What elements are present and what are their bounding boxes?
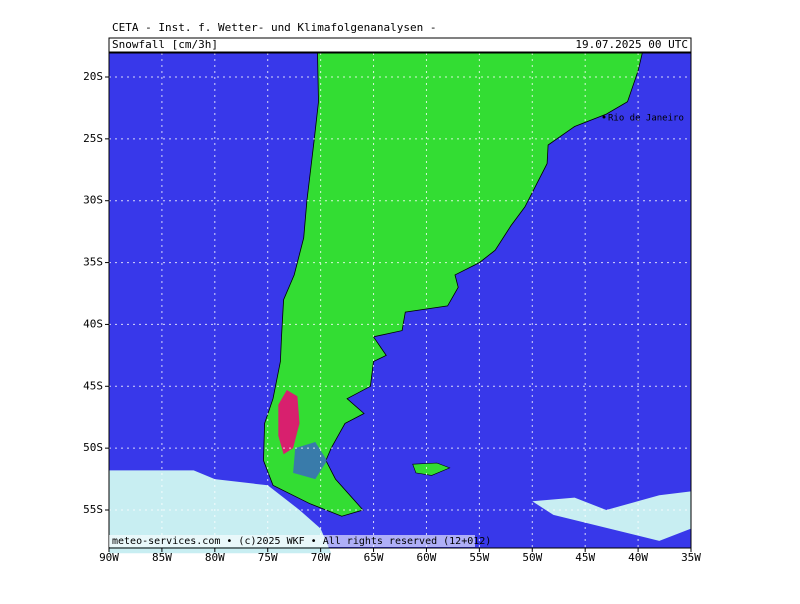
lat-label: 35S	[83, 256, 103, 269]
lat-label: 30S	[83, 194, 103, 207]
lon-label: 45W	[575, 551, 595, 564]
lon-label: 40W	[628, 551, 648, 564]
lon-label: 90W	[99, 551, 119, 564]
lon-label: 65W	[364, 551, 384, 564]
lat-label: 55S	[83, 503, 103, 516]
lat-label: 25S	[83, 132, 103, 145]
lon-label: 60W	[417, 551, 437, 564]
snow-ocean-sw	[109, 470, 332, 554]
variable-label: Snowfall [cm/3h]	[112, 38, 218, 51]
continent	[263, 52, 643, 517]
footer-box	[109, 535, 475, 547]
lat-label: 50S	[83, 441, 103, 454]
lon-label: 55W	[469, 551, 489, 564]
snow-ocean-se	[532, 491, 691, 541]
valid-time: 19.07.2025 00 UTC	[575, 38, 688, 51]
lat-label: 40S	[83, 317, 103, 330]
place-marker	[602, 115, 606, 119]
graticule	[108, 53, 692, 548]
lat-label: 20S	[83, 70, 103, 83]
snow-patagonia	[278, 390, 300, 455]
falkland-islands	[412, 462, 451, 476]
footer-credit: meteo-services.com • (c)2025 WKF • All r…	[112, 536, 491, 547]
lon-label: 80W	[205, 551, 225, 564]
land-layer	[109, 52, 691, 554]
lon-label: 50W	[522, 551, 542, 564]
lon-label: 35W	[681, 551, 701, 564]
lon-label: 70W	[311, 551, 331, 564]
lon-label: 85W	[152, 551, 172, 564]
header-box	[108, 37, 692, 53]
place-label: Rio de Janeiro	[608, 114, 684, 124]
map-frame	[108, 52, 692, 549]
lat-label: 45S	[83, 379, 103, 392]
header-title: CETA - Inst. f. Wetter- und Klimafolgena…	[112, 21, 437, 34]
lon-label: 75W	[258, 551, 278, 564]
snow-patagonia-light	[293, 442, 327, 480]
